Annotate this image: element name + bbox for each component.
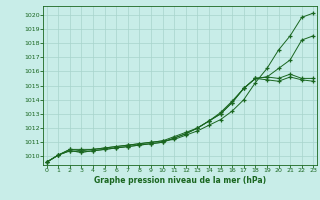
- X-axis label: Graphe pression niveau de la mer (hPa): Graphe pression niveau de la mer (hPa): [94, 176, 266, 185]
